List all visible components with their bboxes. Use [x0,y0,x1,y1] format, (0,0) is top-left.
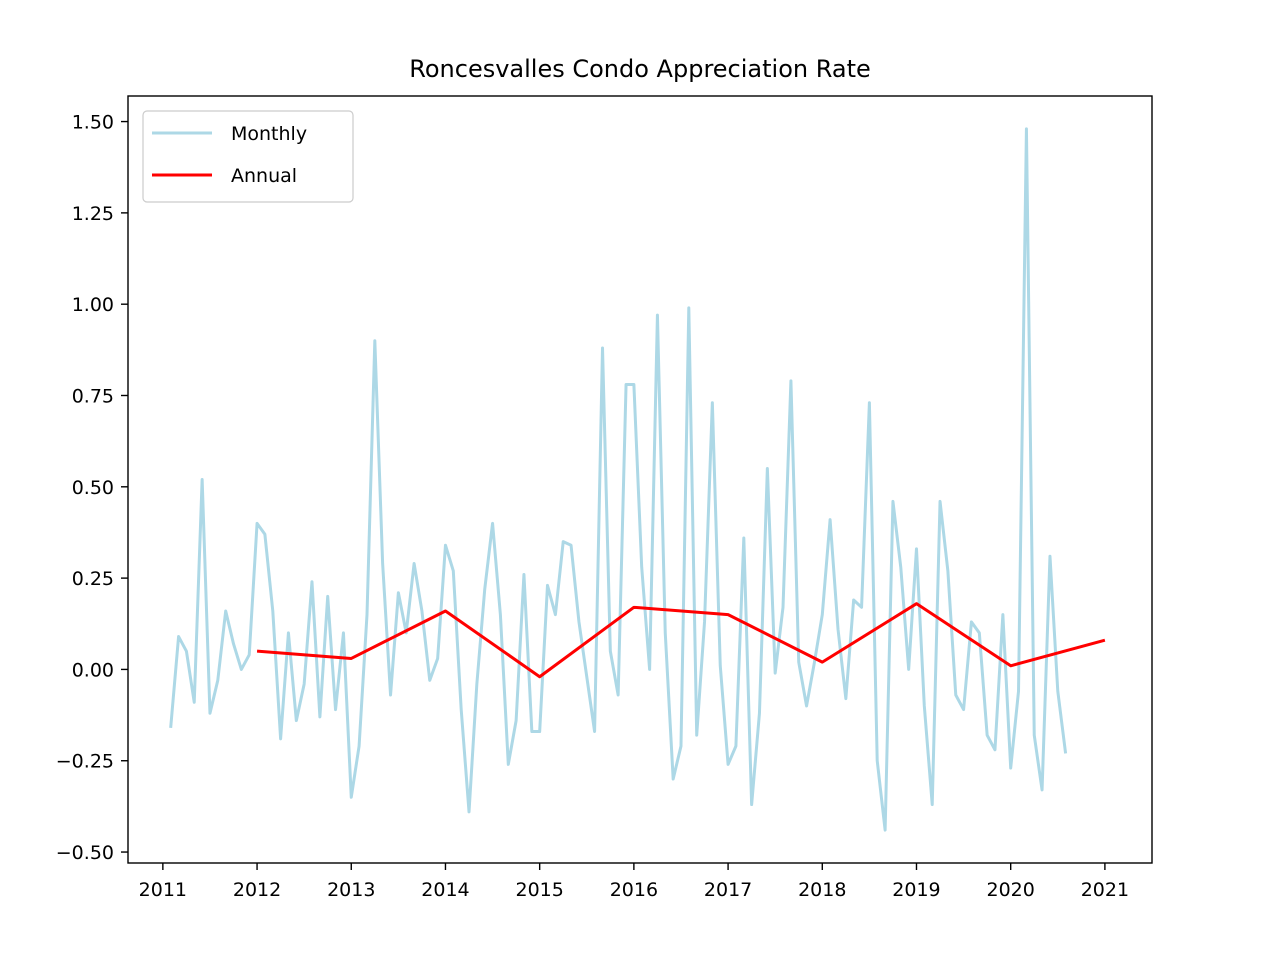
x-tick-label: 2019 [892,879,940,901]
y-tick-label: 0.75 [72,385,114,407]
y-tick-label: 0.50 [72,477,114,499]
x-tick-label: 2018 [798,879,846,901]
legend-label-annual: Annual [231,165,297,187]
x-tick-label: 2015 [515,879,563,901]
x-tick-label: 2016 [610,879,658,901]
x-tick-label: 2014 [421,879,469,901]
y-tick-label: 0.25 [72,568,114,590]
plot-area-frame [127,95,1153,864]
y-tick-label: 1.50 [72,112,114,134]
x-axis: 2011 2012 2013 2014 2015 2016 2017 2018 2019 2020… [139,863,1129,901]
x-tick-label: 2013 [327,879,375,901]
x-tick-label: 2020 [987,879,1035,901]
legend: Monthly Annual [142,110,354,203]
y-axis: 1.50 1.25 1.00 0.75 0.50 0.25 0.00 −0.25 −0.50 [56,112,128,864]
chart-title: Roncesvalles Condo Appreciation Rate [409,55,871,83]
y-tick-label: 1.25 [72,203,114,225]
x-tick-label: 2017 [704,879,752,901]
y-tick-label: 0.00 [72,659,114,681]
series-layer [169,127,1106,832]
x-tick-label: 2012 [233,879,281,901]
y-tick-label: −0.50 [56,842,114,864]
x-tick-label: 2011 [139,879,187,901]
legend-label-monthly: Monthly [231,123,307,145]
x-tick-label: 2021 [1081,879,1129,901]
series-line-monthly [169,127,1068,832]
y-tick-label: −0.25 [56,751,114,773]
series-line-annual [256,602,1106,679]
y-tick-label: 1.00 [72,294,114,316]
